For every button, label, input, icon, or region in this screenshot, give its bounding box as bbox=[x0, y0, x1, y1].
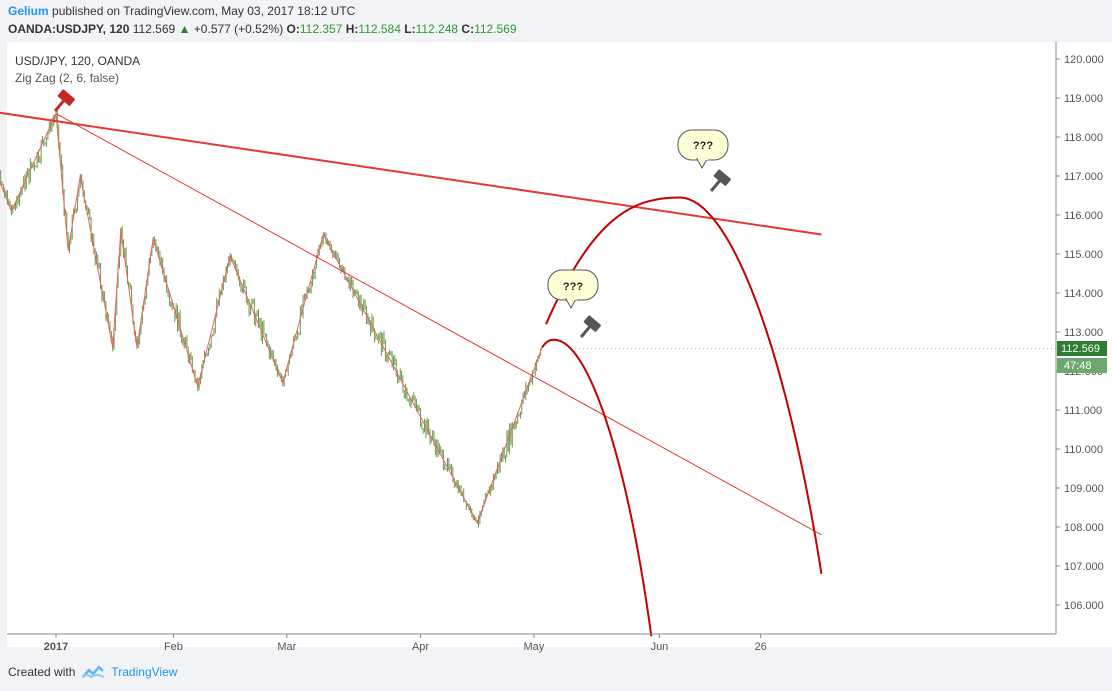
price-axis: 106.000 107.000 108.000 109.000 110.000 111.0… bbox=[1056, 54, 1104, 612]
last-price: 112.569 bbox=[132, 22, 176, 36]
lines-layer bbox=[0, 111, 1056, 637]
publish-info: Gelium published on TradingView.com, May… bbox=[8, 4, 355, 18]
x-tick-label: Apr bbox=[412, 641, 429, 653]
legend-indicator[interactable]: Zig Zag (2, 6, false) bbox=[15, 71, 120, 85]
open-label: O: bbox=[286, 22, 300, 36]
y-tick-label: 120.000 bbox=[1064, 54, 1104, 66]
trendline-1 bbox=[0, 111, 822, 236]
last-price-tag-text: 112.569 bbox=[1061, 343, 1100, 355]
y-tick-label: 113.000 bbox=[1064, 327, 1103, 339]
time-axis: 2017 Feb Mar Apr May Jun 26 bbox=[44, 634, 767, 653]
y-tick-label: 111.000 bbox=[1064, 405, 1102, 417]
x-tick-label: 2017 bbox=[44, 641, 68, 653]
y-tick-label: 119.000 bbox=[1064, 93, 1103, 105]
legend-symbol: USD/JPY, 120, OANDA bbox=[15, 54, 141, 68]
callout-bubble-2: ??? bbox=[677, 129, 729, 170]
author-link[interactable]: Gelium bbox=[8, 4, 49, 18]
y-tick-label: 108.000 bbox=[1064, 522, 1104, 534]
y-tick-label: 118.000 bbox=[1064, 132, 1103, 144]
y-tick-label: 115.000 bbox=[1064, 249, 1103, 261]
countdown-tag: 47:48 bbox=[1057, 358, 1107, 373]
y-tick-label: 110.000 bbox=[1064, 444, 1103, 456]
tradingview-logo-icon[interactable] bbox=[81, 665, 105, 679]
quote-bar: OANDA:USDJPY, 120 112.569 ▲ +0.577 (+0.5… bbox=[8, 22, 517, 36]
y-tick-label: 109.000 bbox=[1064, 483, 1104, 495]
callout-text-1: ??? bbox=[563, 281, 583, 293]
y-tick-label: 117.000 bbox=[1064, 171, 1103, 183]
high-value: 112.584 bbox=[358, 22, 401, 36]
x-tick-label: May bbox=[524, 641, 545, 653]
close-label: C: bbox=[461, 22, 475, 36]
callout-bubble-1: ??? bbox=[547, 269, 599, 310]
gavel-icon-gray-1 bbox=[579, 315, 601, 338]
projection-arc-2 bbox=[541, 338, 653, 637]
candles-layer bbox=[0, 109, 542, 528]
gavel-icon-red bbox=[53, 89, 75, 112]
countdown-tag-text: 47:48 bbox=[1064, 360, 1092, 372]
high-label: H: bbox=[345, 22, 359, 36]
chart-legend: USD/JPY, 120, OANDA Zig Zag (2, 6, false… bbox=[15, 53, 140, 87]
open-value: 112.357 bbox=[299, 22, 343, 36]
footer: Created with TradingView bbox=[8, 665, 177, 679]
gavel-icon-gray-2 bbox=[709, 169, 731, 192]
last-price-tag: 112.569 bbox=[1057, 341, 1107, 356]
x-tick-label: Jun bbox=[651, 641, 669, 653]
x-tick-label: Feb bbox=[164, 641, 183, 653]
low-label: L: bbox=[404, 22, 416, 36]
chart-panel[interactable] bbox=[7, 42, 1112, 647]
y-tick-label: 106.000 bbox=[1064, 600, 1104, 612]
up-arrow-icon: ▲ bbox=[178, 22, 191, 36]
close-value: 112.569 bbox=[474, 22, 517, 36]
symbol-label: OANDA:USDJPY, 120 bbox=[8, 22, 130, 36]
x-tick-label: Mar bbox=[277, 641, 296, 653]
chart-canvas[interactable]: 106.000 107.000 108.000 109.000 110.000 111.0… bbox=[0, 0, 1112, 660]
price-change: +0.577 (+0.52%) bbox=[193, 22, 284, 36]
created-with-text: Created with bbox=[8, 665, 76, 679]
callout-text-2: ??? bbox=[693, 140, 713, 152]
y-tick-label: 116.000 bbox=[1064, 210, 1103, 222]
y-tick-label: 114.000 bbox=[1064, 288, 1103, 300]
projection-arc-1 bbox=[545, 196, 823, 574]
x-tick-label: 26 bbox=[755, 641, 767, 653]
y-tick-label: 107.000 bbox=[1064, 561, 1104, 573]
trendline-2 bbox=[55, 113, 822, 536]
tradingview-link[interactable]: TradingView bbox=[111, 665, 178, 679]
low-value: 112.248 bbox=[415, 22, 459, 36]
zigzag-series-line bbox=[0, 111, 543, 525]
published-text: published on TradingView.com, May 03, 20… bbox=[52, 4, 356, 18]
